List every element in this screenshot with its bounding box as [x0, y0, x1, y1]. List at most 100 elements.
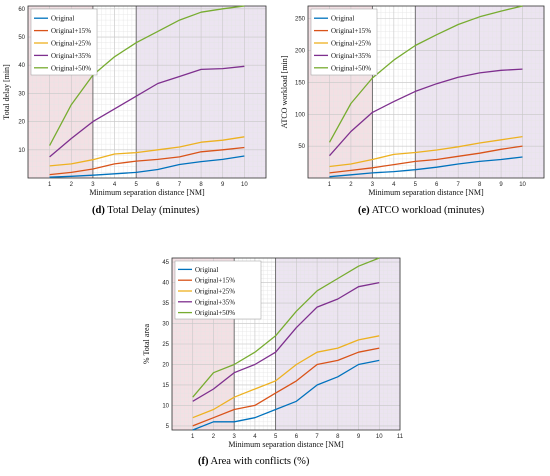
series-line-4 — [329, 68, 523, 157]
caption-letter: (d) — [92, 205, 105, 216]
x-tick-label: 9 — [221, 182, 225, 188]
y-axis-label: ATCO workload [min] — [280, 55, 289, 128]
x-tick-label: 7 — [457, 182, 461, 188]
x-tick-label: 10 — [241, 182, 248, 188]
caption-area-conflicts: (f) Area with conflicts (%) — [198, 456, 309, 467]
y-tick-label: 30 — [18, 91, 25, 97]
legend-label-3: Original+25% — [51, 40, 91, 48]
axes-box — [27, 5, 267, 179]
y-axis-label: % Total area — [142, 323, 151, 364]
x-tick-label: 5 — [414, 182, 418, 188]
x-tick-label: 6 — [156, 182, 160, 188]
y-tick-label: 5 — [166, 424, 170, 430]
y-tick-label: 10 — [162, 403, 169, 409]
x-axis-label: Minimum separation distance [NM] — [368, 188, 484, 197]
y-tick-label: 45 — [162, 260, 169, 266]
x-tick-label: 6 — [295, 434, 299, 440]
chart-atco-workload: 1 2 3 4 5 6 7 8 9 10 50 100 150 200 250 Minimum separat… — [280, 5, 545, 197]
legend-label-5: Original+50% — [331, 64, 371, 72]
x-axis-label: Minimum separation distance [NM] — [89, 188, 205, 197]
series-line-3 — [329, 135, 523, 168]
series-line-4 — [192, 281, 380, 402]
x-tick-label: 4 — [113, 182, 117, 188]
x-tick-label: 4 — [253, 434, 257, 440]
legend-box — [310, 8, 378, 76]
x-tick-label: 3 — [91, 182, 95, 188]
caption-total-delay: (d) Total Delay (minutes) — [92, 205, 199, 216]
legend-label-5: Original+50% — [195, 309, 235, 317]
x-axis-label: Minimum separation distance [NM] — [228, 440, 344, 449]
y-tick-label: 60 — [18, 7, 25, 13]
series-line-1 — [329, 156, 523, 178]
legend-box — [30, 8, 98, 76]
caption-atco-workload: (e) ATCO workload (minutes) — [358, 205, 484, 216]
y-tick-label: 10 — [18, 148, 25, 154]
x-tick-label: 2 — [212, 434, 216, 440]
x-tick-label: 8 — [478, 182, 482, 188]
x-tick-label: 9 — [499, 182, 503, 188]
y-tick-label: 50 — [298, 144, 305, 150]
x-tick-label: 2 — [70, 182, 74, 188]
y-tick-label: 40 — [162, 281, 169, 287]
y-axis-label: Total delay [min] — [2, 64, 11, 120]
legend-label-2: Original+15% — [51, 27, 91, 35]
series-line-2 — [329, 145, 523, 174]
series-line-4 — [49, 65, 245, 158]
x-tick-label: 5 — [135, 182, 139, 188]
x-tick-label: 8 — [199, 182, 203, 188]
legend-label-1: Original — [51, 15, 74, 23]
x-tick-label: 1 — [191, 434, 195, 440]
x-tick-label: 10 — [519, 182, 526, 188]
y-tick-label: 30 — [162, 322, 169, 328]
legend-label-4: Original+35% — [195, 298, 235, 306]
series-line-3 — [49, 136, 245, 167]
caption-letter: (e) — [358, 205, 370, 216]
axes-box — [171, 257, 401, 431]
x-tick-label: 9 — [357, 434, 361, 440]
x-tick-label: 5 — [274, 434, 278, 440]
series-line-5 — [192, 257, 380, 398]
series-line-2 — [192, 347, 380, 427]
series-line-5 — [328, 5, 523, 143]
x-tick-label: 4 — [392, 182, 396, 188]
caption-text: Area with conflicts (%) — [210, 456, 310, 467]
legend-label-2: Original+15% — [195, 277, 235, 285]
legend-label-5: Original+50% — [51, 64, 91, 72]
chart-panel-area-conflicts: 1 2 3 4 5 6 7 8 9 10 11 5 10 15 20 25 30 35 40 45 Minimum se… — [140, 244, 410, 452]
legend-label-4: Original+35% — [331, 52, 371, 60]
x-tick-label: 8 — [336, 434, 340, 440]
legend-label-1: Original — [195, 266, 218, 274]
caption-text: Total Delay (minutes) — [107, 205, 200, 216]
x-tick-label: 6 — [435, 182, 439, 188]
y-tick-label: 100 — [295, 112, 306, 118]
chart-total-delay: 1 2 3 4 5 6 7 8 9 10 10 20 30 40 50 60 Minimum separatio… — [2, 5, 267, 197]
y-tick-label: 15 — [162, 383, 169, 389]
x-tick-label: 1 — [328, 182, 332, 188]
axes-box — [307, 5, 545, 179]
x-tick-label: 7 — [178, 182, 182, 188]
x-tick-label: 3 — [233, 434, 237, 440]
y-tick-label: 25 — [162, 342, 169, 348]
x-tick-label: 1 — [48, 182, 52, 188]
y-tick-label: 150 — [295, 80, 306, 86]
legend-label-2: Original+15% — [331, 27, 371, 35]
chart-panel-total-delay: 1 2 3 4 5 6 7 8 9 10 10 20 30 40 50 60 Minimum separatio… — [0, 0, 272, 200]
y-tick-label: 250 — [295, 17, 306, 23]
caption-letter: (f) — [198, 456, 209, 467]
legend-label-1: Original — [331, 15, 354, 23]
legend-label-3: Original+25% — [331, 40, 371, 48]
caption-text: ATCO workload (minutes) — [371, 205, 485, 216]
y-tick-label: 50 — [18, 35, 25, 41]
x-tick-label: 2 — [349, 182, 353, 188]
series-line-3 — [192, 335, 380, 419]
legend-label-4: Original+35% — [51, 52, 91, 60]
x-tick-label: 10 — [376, 434, 383, 440]
y-tick-label: 20 — [162, 362, 169, 368]
y-tick-label: 40 — [18, 63, 25, 69]
x-tick-label: 11 — [397, 434, 404, 440]
y-tick-label: 200 — [295, 49, 306, 55]
series-line-1 — [49, 155, 245, 178]
x-tick-label: 3 — [371, 182, 375, 188]
legend-label-3: Original+25% — [195, 288, 235, 296]
